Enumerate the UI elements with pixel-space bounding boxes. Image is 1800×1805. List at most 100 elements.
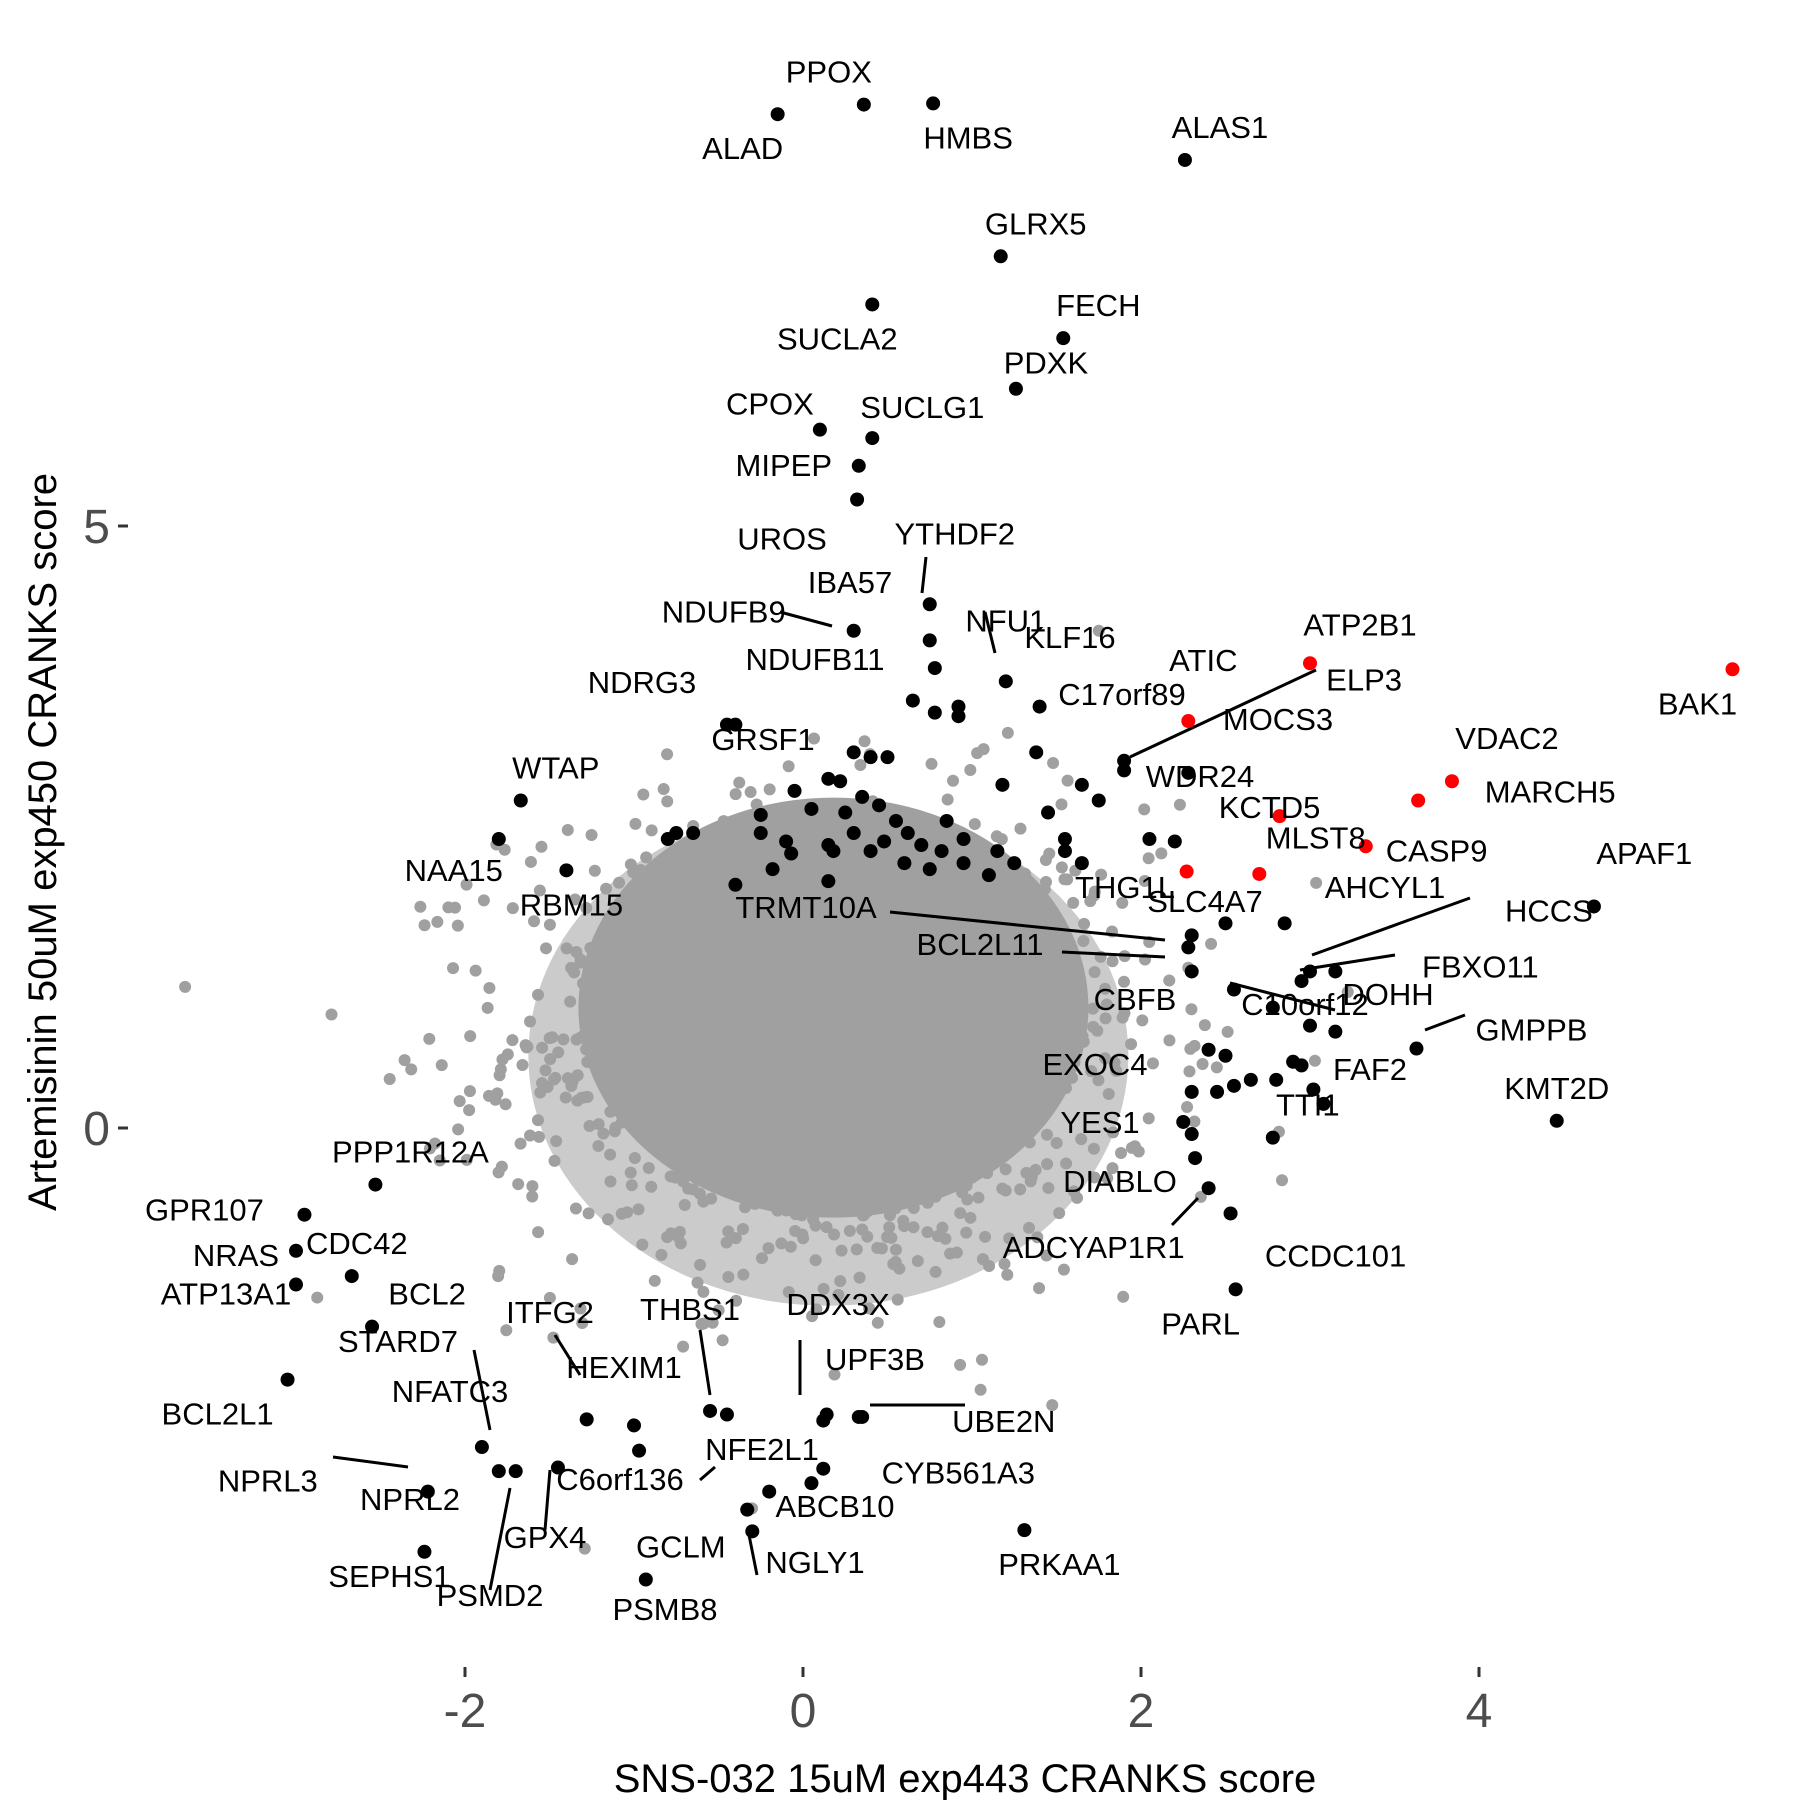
background-point [548, 1154, 561, 1167]
background-point [883, 1221, 896, 1234]
background-point [866, 1154, 879, 1167]
gene-label-bcl2: BCL2 [388, 1277, 466, 1312]
background-point [979, 1230, 992, 1243]
background-point [663, 952, 676, 965]
background-point [780, 928, 793, 941]
background-point [809, 1254, 822, 1267]
background-point [774, 1111, 787, 1124]
background-point [999, 1163, 1012, 1176]
background-point [947, 906, 960, 919]
background-point [719, 1146, 732, 1159]
gene-point-suclg1 [865, 431, 880, 446]
background-point [832, 1288, 845, 1301]
background-point [998, 1257, 1011, 1270]
background-point [612, 1081, 625, 1094]
background-point [905, 996, 918, 1009]
gene-label-gclm: GCLM [636, 1530, 726, 1565]
background-point [1041, 1158, 1054, 1171]
background-point [990, 951, 1003, 964]
background-point [886, 1144, 899, 1157]
background-point [622, 990, 635, 1003]
background-point [681, 917, 694, 930]
background-point [983, 1045, 996, 1058]
gene-label-nprl3: NPRL3 [218, 1464, 318, 1499]
background-point [880, 1173, 893, 1186]
background-point [800, 1133, 813, 1146]
background-point [1031, 938, 1044, 951]
background-point [959, 1067, 972, 1080]
leader-line [472, 1349, 492, 1431]
gene-point-ythdf2 [922, 597, 937, 612]
background-point [418, 919, 431, 932]
background-point [857, 1109, 870, 1122]
background-point [926, 1155, 939, 1168]
background-point [846, 1186, 859, 1199]
background-point [858, 860, 871, 873]
background-point [852, 899, 865, 912]
gene-label-naa15: NAA15 [405, 853, 503, 888]
background-point [695, 1077, 708, 1090]
background-point [807, 990, 820, 1003]
background-point [661, 795, 674, 808]
background-point [533, 1130, 546, 1143]
background-point [808, 884, 821, 897]
gene-label-mipep: MIPEP [736, 448, 832, 483]
background-point [690, 1119, 703, 1132]
gene-label-wdr24: WDR24 [1146, 759, 1255, 794]
background-point [1022, 1221, 1035, 1234]
gene-point-naa15 [491, 832, 506, 847]
background-point [968, 818, 981, 831]
background-point [750, 863, 763, 876]
background-point [925, 1069, 938, 1082]
background-point [939, 1023, 952, 1036]
background-point [887, 1257, 900, 1270]
background-point [791, 1120, 804, 1133]
background-point [811, 1088, 824, 1101]
background-point [792, 904, 805, 917]
background-point [1014, 1111, 1027, 1124]
background-point [624, 948, 637, 961]
background-point [929, 1265, 942, 1278]
background-point [937, 909, 950, 922]
background-point [648, 879, 661, 892]
background-point [566, 1075, 579, 1088]
highlighted-point [1269, 1072, 1284, 1087]
background-point [974, 1383, 987, 1396]
background-point [879, 855, 892, 868]
gene-point-bak1 [1725, 662, 1740, 677]
background-point [1002, 1089, 1015, 1102]
background-point [671, 1064, 684, 1077]
background-point [894, 972, 907, 985]
background-point [813, 1171, 826, 1184]
background-point [663, 1007, 676, 1020]
background-point [1027, 912, 1040, 925]
background-point [640, 851, 653, 864]
background-point [435, 1059, 448, 1072]
background-point [907, 1173, 920, 1186]
background-point [663, 1032, 676, 1045]
gene-point-wtap [513, 793, 528, 808]
background-point [789, 1208, 802, 1221]
background-point [963, 990, 976, 1003]
background-point [793, 1084, 806, 1097]
background-point [947, 774, 960, 787]
background-point [957, 888, 970, 901]
background-point [842, 914, 855, 927]
background-point [1000, 980, 1013, 993]
background-point [722, 1225, 735, 1238]
background-point [733, 1032, 746, 1045]
background-point [1142, 852, 1155, 865]
gene-point-march5 [1411, 793, 1426, 808]
gene-point-casp9 [1179, 864, 1194, 879]
background-point [1031, 1231, 1044, 1244]
background-point [564, 995, 577, 1008]
background-point [606, 926, 619, 939]
background-point [677, 1340, 690, 1353]
background-point [832, 1027, 845, 1040]
gene-label-bak1: BAK1 [1658, 686, 1737, 721]
background-point [1146, 1057, 1159, 1070]
background-point [871, 1057, 884, 1070]
background-point [499, 1098, 512, 1111]
x-tick-label: 4 [1466, 1685, 1493, 1738]
background-point [686, 967, 699, 980]
